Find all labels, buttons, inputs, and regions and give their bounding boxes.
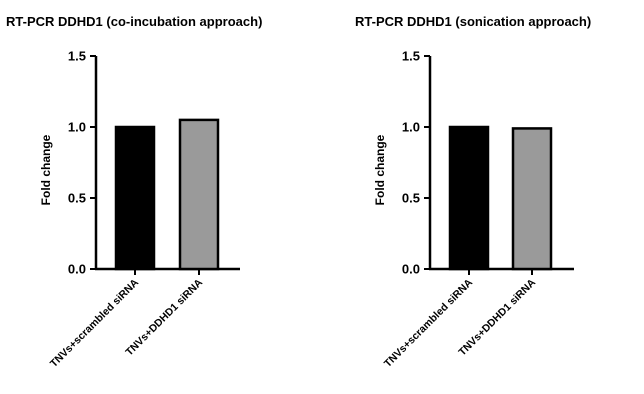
y-tick-label: 1.0 [68,120,86,135]
x-tick-label: TNVs+scrambled siRNA [48,276,142,370]
bar [114,125,156,271]
chart-co-incubation: RT-PCR DDHD1 (co-incubation approach) Fo… [6,14,262,370]
bar [448,125,490,271]
y-tick-label: 0.0 [68,262,86,277]
y-axis-label: Fold change [373,134,387,205]
chart-title: RT-PCR DDHD1 (sonication approach) [355,14,591,29]
y-axis-label: Fold change [39,134,53,205]
y-tick-label: 1.0 [402,120,420,135]
bar [178,118,220,271]
y-tick-label: 0.5 [68,191,86,206]
y-tick-label: 1.5 [68,49,86,64]
chart-sonication: RT-PCR DDHD1 (sonication approach) Fold … [355,14,591,370]
chart-title: RT-PCR DDHD1 (co-incubation approach) [6,14,262,29]
y-tick-label: 1.5 [402,49,420,64]
y-tick-label: 0.0 [402,262,420,277]
y-tick-label: 0.5 [402,191,420,206]
bar [511,127,553,271]
